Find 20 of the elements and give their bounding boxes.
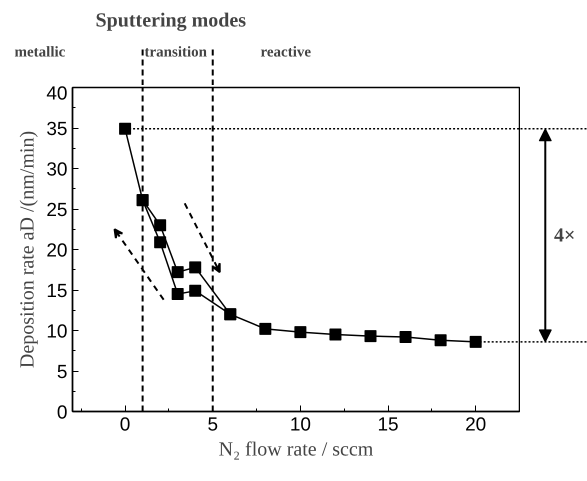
y-tick-label: 15 [46,281,68,302]
y-tick-label: 20 [46,240,68,262]
y-tick-label: 40 [46,84,68,104]
x-tick-label: 5 [207,414,218,436]
text: metallic [14,44,66,60]
x-tick-label: 0 [120,414,130,436]
x-tick-label: 15 [377,414,399,436]
chart-title: Sputtering modes [96,10,246,32]
text: 4× [554,224,576,246]
y-tick-label: 10 [46,322,68,342]
y-axis-title: Deposition rate aD /(nm/min) [16,130,38,368]
text: reactive [260,44,312,60]
x-tick-label: 10 [290,414,311,436]
y-tick-label: 25 [46,200,68,221]
y-tick-label: 5 [56,362,68,383]
x-axis-title: N₂ flow rate / sccm [218,438,374,460]
y-tick-label: 35 [46,119,68,140]
y-tick-label: 30 [46,160,68,180]
x-tick-label: 20 [465,414,486,436]
text: transition [144,44,208,60]
